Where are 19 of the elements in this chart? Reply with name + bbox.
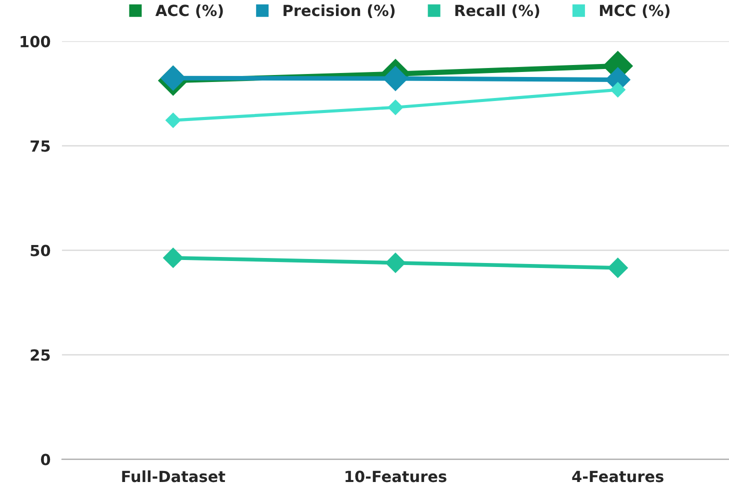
y-tick-label: 25 (30, 349, 50, 361)
legend-label: MCC (%) (600, 4, 670, 18)
x-tick-label: 10-Features (346, 470, 446, 482)
legend-label: ACC (%) (155, 4, 223, 18)
x-tick-label: 4-Features (572, 470, 664, 482)
point (388, 100, 404, 115)
y-tick-label: 0 (40, 454, 50, 466)
point (163, 248, 184, 268)
y-tick-label: 100 (20, 36, 50, 48)
point (385, 252, 406, 273)
point (610, 82, 626, 98)
point (608, 258, 628, 278)
legend-label: Precision (%) (284, 4, 395, 18)
y-tick-label: 50 (30, 244, 50, 256)
legend-label: Recall (%) (455, 4, 540, 18)
point (166, 112, 181, 128)
point (383, 66, 408, 91)
x-tick-label: Full-Dataset (122, 470, 226, 482)
y-tick-label: 75 (30, 140, 50, 152)
